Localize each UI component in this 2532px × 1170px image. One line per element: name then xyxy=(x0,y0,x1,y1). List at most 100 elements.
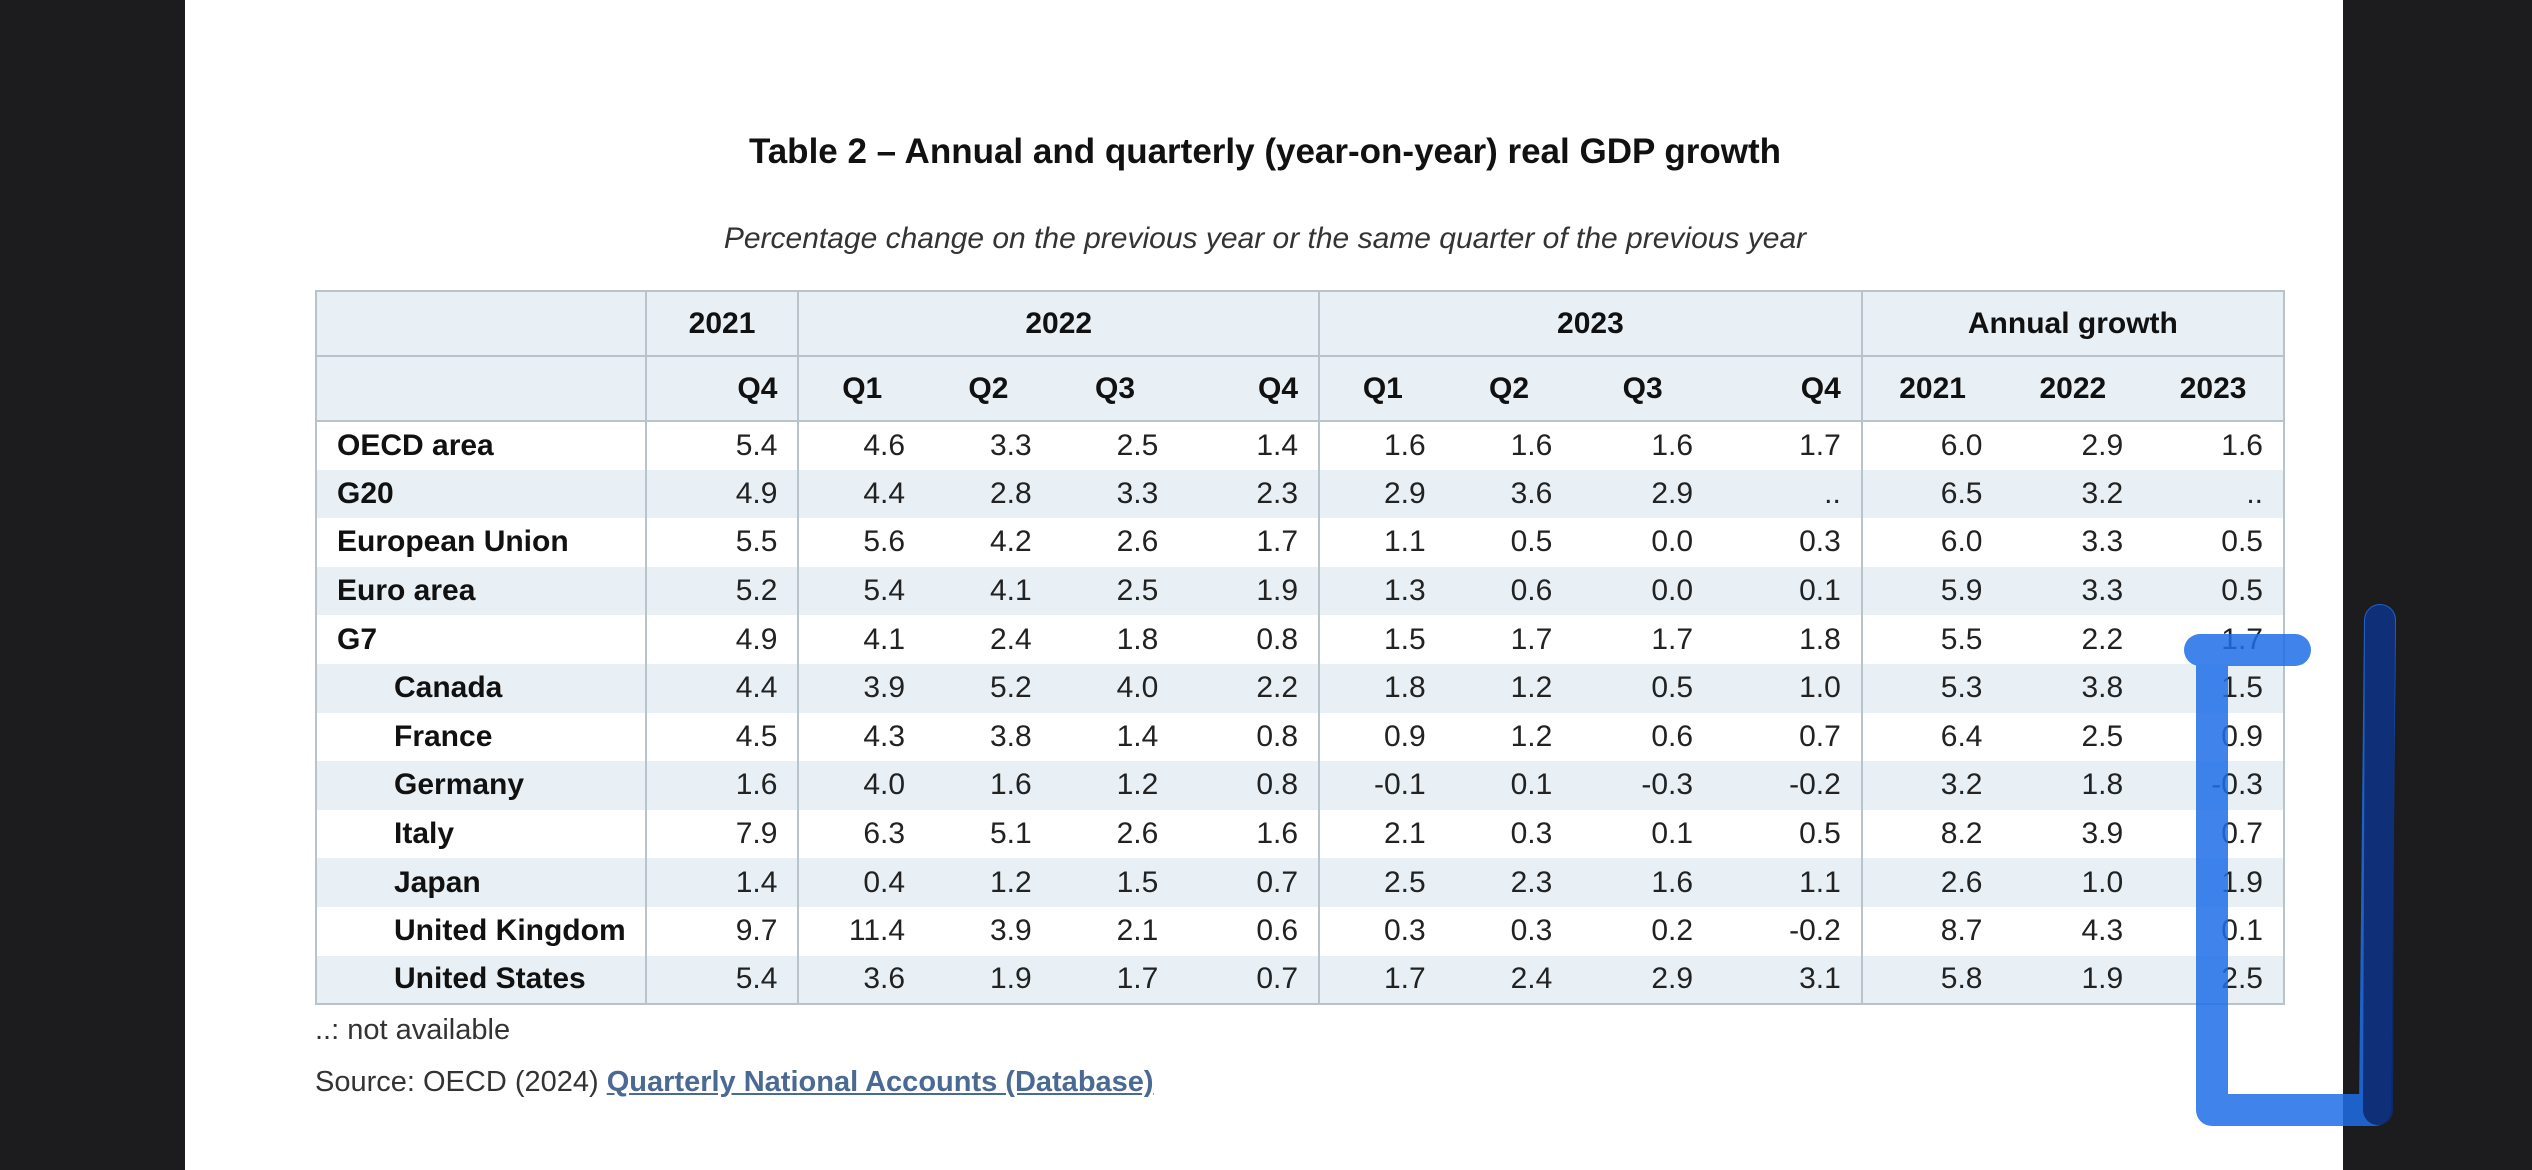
value-cell: 1.6 xyxy=(1572,858,1714,907)
handwritten-bracket-annotation xyxy=(2184,604,2396,1126)
gdp-growth-table: 2021 2022 2023 Annual growth Q4 Q1 Q2 Q3 Q4 Q… xyxy=(315,290,2285,1006)
quarter-header-cell: Q4 xyxy=(1178,356,1320,422)
value-cell: 1.3 xyxy=(1318,566,1446,616)
table-row: Germany 1.6 4.0 1.6 1.2 0.8 -0.1 0.1 -0.3 -0.2 3.2… xyxy=(316,761,2284,810)
row-label: Italy xyxy=(316,809,646,859)
value-cell: 1.1 xyxy=(1713,858,1862,907)
value-cell: 0.3 xyxy=(1318,906,1446,956)
table-row: Japan 1.4 0.4 1.2 1.5 0.7 2.5 2.3 1.6 1.1 2.6 1.0 1.… xyxy=(316,858,2284,907)
value-cell: 2.5 xyxy=(1051,421,1179,470)
row-label: Canada xyxy=(316,663,646,713)
value-cell: 2.9 xyxy=(1318,469,1446,519)
value-cell: 1.2 xyxy=(1051,761,1179,810)
header-blank-cell xyxy=(316,291,646,356)
footnote: ..: not available xyxy=(315,1014,511,1046)
value-cell: 0.7 xyxy=(1178,858,1320,907)
value-cell: 4.9 xyxy=(644,615,799,664)
value-cell: -0.2 xyxy=(1713,906,1862,956)
value-cell: 9.7 xyxy=(644,906,799,956)
value-cell: 1.4 xyxy=(644,858,799,907)
value-cell: 0.5 xyxy=(1572,663,1714,713)
value-cell: 1.5 xyxy=(1318,615,1446,664)
value-cell: 3.8 xyxy=(925,712,1052,762)
value-cell: 3.6 xyxy=(1445,469,1573,519)
bracket-stroke xyxy=(2184,604,2396,1126)
table-row: Canada 4.4 3.9 5.2 4.0 2.2 1.8 1.2 0.5 1.0 5.3 3.8 1… xyxy=(316,663,2284,713)
value-cell: 1.4 xyxy=(1178,421,1320,470)
value-cell: 1.6 xyxy=(1445,421,1573,470)
value-cell: 5.2 xyxy=(644,566,799,616)
table-row: G7 4.9 4.1 2.4 1.8 0.8 1.5 1.7 1.7 1.8 5.5 2.2 1.7 xyxy=(316,615,2284,664)
value-cell: 3.2 xyxy=(2002,469,2144,519)
row-label: OECD area xyxy=(316,421,646,470)
value-cell: -0.3 xyxy=(1572,761,1714,810)
value-cell: 5.5 xyxy=(644,518,799,567)
row-label: United Kingdom xyxy=(316,906,646,956)
quarter-header-cell: 2023 xyxy=(2143,356,2284,422)
value-cell: 1.8 xyxy=(2002,761,2144,810)
value-cell: 1.6 xyxy=(925,761,1052,810)
value-cell: 2.5 xyxy=(1318,858,1446,907)
table-row: European Union 5.5 5.6 4.2 2.6 1.7 1.1 0.5 0.0 0.… xyxy=(316,518,2284,567)
source-link[interactable]: Quarterly National Accounts (Database) xyxy=(606,1066,1154,1098)
row-label: G7 xyxy=(316,615,646,664)
source-prefix: Source: OECD (2024) xyxy=(315,1066,607,1098)
value-cell: 5.3 xyxy=(1860,663,2003,713)
value-cell: 2.6 xyxy=(1051,809,1179,859)
value-cell: 8.7 xyxy=(1860,906,2003,956)
table-row: G20 4.9 4.4 2.8 3.3 2.3 2.9 3.6 2.9.. 6.5 3.2.. xyxy=(316,469,2284,519)
value-cell: 5.2 xyxy=(925,663,1052,713)
value-cell: 0.7 xyxy=(1178,955,1320,1005)
value-cell: 2.2 xyxy=(1178,663,1320,713)
value-cell: 2.6 xyxy=(1051,518,1179,567)
value-cell: 1.8 xyxy=(1713,615,1862,664)
value-cell: 2.3 xyxy=(1445,858,1573,907)
value-cell: 0.3 xyxy=(1713,518,1862,567)
document-page: Table 2 – Annual and quarterly (year-on-… xyxy=(185,0,2343,1170)
value-cell: 11.4 xyxy=(797,906,926,956)
value-cell: 4.3 xyxy=(2002,906,2144,956)
value-cell: 2.9 xyxy=(1572,469,1714,519)
value-cell: 0.8 xyxy=(1178,761,1320,810)
value-cell: .. xyxy=(2143,469,2284,519)
value-cell: 1.7 xyxy=(1572,615,1714,664)
value-cell: 4.0 xyxy=(1051,663,1179,713)
value-cell: 3.9 xyxy=(2002,809,2144,859)
quarter-header-cell: Q2 xyxy=(1445,356,1573,422)
value-cell: 4.9 xyxy=(644,469,799,519)
value-cell: 4.1 xyxy=(925,566,1052,616)
value-cell: 1.4 xyxy=(1051,712,1179,762)
value-cell: -0.2 xyxy=(1713,761,1862,810)
value-cell: 5.4 xyxy=(644,955,799,1005)
value-cell: 1.1 xyxy=(1318,518,1446,567)
value-cell: 8.2 xyxy=(1860,809,2003,859)
value-cell: 2.1 xyxy=(1051,906,1179,956)
value-cell: .. xyxy=(1713,469,1862,519)
value-cell: 3.2 xyxy=(1860,761,2003,810)
value-cell: 4.0 xyxy=(797,761,926,810)
value-cell: 0.0 xyxy=(1572,518,1714,567)
value-cell: 2.4 xyxy=(1445,955,1573,1005)
quarter-header-cell: Q2 xyxy=(925,356,1052,422)
value-cell: 1.0 xyxy=(1713,663,1862,713)
source-line: Source: OECD (2024) Quarterly National A… xyxy=(315,1066,1154,1099)
value-cell: 0.6 xyxy=(1178,906,1320,956)
quarter-header-cell: Q4 xyxy=(1713,356,1862,422)
value-cell: 6.0 xyxy=(1860,421,2003,470)
quarter-header-cell: 2021 xyxy=(1860,356,2003,422)
value-cell: 4.2 xyxy=(925,518,1052,567)
value-cell: -0.1 xyxy=(1318,761,1446,810)
table-row: Italy 7.9 6.3 5.1 2.6 1.6 2.1 0.3 0.1 0.5 8.2 3.9 0.… xyxy=(316,809,2284,859)
value-cell: 0.0 xyxy=(1572,566,1714,616)
value-cell: 2.3 xyxy=(1178,469,1320,519)
value-cell: 6.0 xyxy=(1860,518,2003,567)
row-label: Japan xyxy=(316,858,646,907)
value-cell: 0.3 xyxy=(1445,809,1573,859)
value-cell: 0.4 xyxy=(797,858,926,907)
table-row: United Kingdom 9.7 11.4 3.9 2.1 0.6 0.3 0.3 0.2-… xyxy=(316,906,2284,956)
year-header-2021: 2021 xyxy=(644,291,799,357)
value-cell: 5.4 xyxy=(644,421,799,470)
quarter-header-cell: Q1 xyxy=(1318,356,1446,422)
value-cell: 0.7 xyxy=(1713,712,1862,762)
value-cell: 1.2 xyxy=(925,858,1052,907)
